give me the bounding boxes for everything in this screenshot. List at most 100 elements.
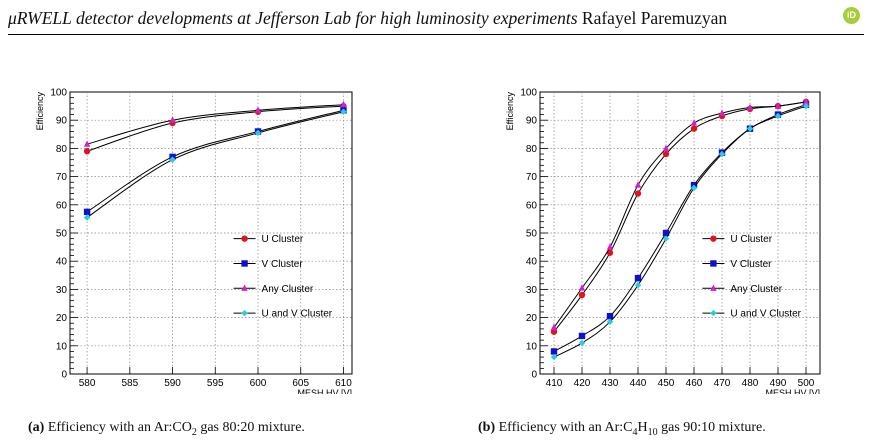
legend-label: V Cluster xyxy=(262,259,304,270)
y-tick-label: 100 xyxy=(50,88,67,99)
data-point xyxy=(718,150,726,158)
data-point xyxy=(606,243,614,250)
data-point xyxy=(774,102,782,109)
y-tick-label: 20 xyxy=(56,313,68,324)
data-point xyxy=(634,281,642,289)
data-point xyxy=(340,100,347,108)
x-tick-label: 600 xyxy=(250,378,267,389)
running-header: μRWELL detector developments at Jefferso… xyxy=(8,2,864,38)
legend-marker xyxy=(710,284,717,291)
y-tick-label: 20 xyxy=(526,313,538,324)
data-point xyxy=(606,318,614,326)
x-tick-label: 490 xyxy=(770,378,787,389)
y-tick-label: 70 xyxy=(526,172,538,183)
data-point xyxy=(578,339,586,347)
figure-b: 0 10 20 30 40 50 60 70 80 90 100 410 420 430 440 450 460… xyxy=(480,82,835,398)
data-point xyxy=(662,144,670,151)
x-tick-label: 450 xyxy=(658,378,675,389)
data-point xyxy=(83,140,91,147)
y-tick-label: 0 xyxy=(531,370,537,381)
y-tick-label: 90 xyxy=(526,116,538,127)
header-title: μRWELL detector developments at Jefferso… xyxy=(8,8,578,28)
x-tick-label: 585 xyxy=(121,378,138,389)
data-point xyxy=(746,125,754,132)
data-point xyxy=(606,312,614,320)
caption-b-sub1: 4 xyxy=(632,426,638,438)
x-tick-label: 595 xyxy=(207,378,224,389)
y-tick-label: 90 xyxy=(56,116,68,127)
legend-marker xyxy=(241,260,248,267)
data-point xyxy=(550,348,558,355)
efficiency-chart-b: 0 10 20 30 40 50 60 70 80 90 100 410 420 430 440 450 460… xyxy=(505,88,821,398)
data-point xyxy=(83,148,91,155)
x-tick-label: 605 xyxy=(292,378,309,389)
y-tick-label: 10 xyxy=(56,341,68,352)
caption-a-label: (a) xyxy=(28,420,45,435)
caption-a-text: Efficiency with an Ar:CO xyxy=(47,420,192,435)
x-tick-label: 470 xyxy=(714,378,731,389)
caption-b-post: gas 90:10 mixture. xyxy=(657,420,766,435)
series-line xyxy=(86,111,344,218)
x-tick-label: 500 xyxy=(798,378,815,389)
data-point xyxy=(550,353,558,361)
y-tick-label: 10 xyxy=(526,341,538,352)
x-tick-label: 440 xyxy=(630,378,647,389)
y-tick-label: 50 xyxy=(56,229,68,240)
y-tick-label: 40 xyxy=(526,257,538,268)
y-tick-label: 80 xyxy=(526,144,538,155)
x-axis-title: MESH HV [V] xyxy=(765,388,820,394)
data-point xyxy=(169,156,176,163)
data-point xyxy=(662,235,670,242)
caption-b-label: (b) xyxy=(478,420,496,435)
series-line xyxy=(553,104,807,352)
data-point xyxy=(718,109,726,116)
data-point xyxy=(690,184,698,192)
data-point xyxy=(634,190,642,197)
legend-label: U Cluster xyxy=(730,234,772,245)
data-point xyxy=(690,125,698,132)
legend-label: U Cluster xyxy=(262,234,304,245)
data-point xyxy=(634,181,642,188)
series-line xyxy=(86,104,344,145)
figure-a: 0 10 20 30 40 50 60 70 80 90 100 580 585 590 595 600 605… xyxy=(30,82,365,398)
data-point xyxy=(746,103,754,111)
legend-label: Any Cluster xyxy=(730,284,782,295)
x-tick-label: 580 xyxy=(79,378,96,389)
series-line xyxy=(553,101,807,333)
y-tick-label: 40 xyxy=(56,257,68,268)
x-tick-label: 610 xyxy=(335,378,352,389)
data-point xyxy=(662,150,670,158)
legend-marker xyxy=(241,284,248,291)
y-tick-label: 30 xyxy=(56,285,68,296)
caption-a: (a) Efficiency with an Ar:CO2 gas 80:20 … xyxy=(28,420,305,438)
x-tick-label: 410 xyxy=(546,378,563,389)
y-tick-label: 70 xyxy=(56,172,68,183)
legend-marker xyxy=(710,309,717,317)
legend-marker xyxy=(710,235,717,242)
y-tick-label: 50 xyxy=(526,229,538,240)
y-axis-title: Efficiency xyxy=(35,92,45,131)
data-point xyxy=(550,328,558,335)
y-tick-label: 100 xyxy=(520,88,537,99)
legend-marker xyxy=(241,309,248,317)
legend-label: U and V Cluster xyxy=(262,309,333,320)
caption-b-text: Efficiency with an Ar:C xyxy=(498,420,633,435)
data-point xyxy=(578,291,586,299)
series-line xyxy=(553,105,807,358)
data-point xyxy=(802,102,810,110)
x-axis-title: MESH HV [V] xyxy=(297,388,352,394)
data-point xyxy=(254,129,262,137)
series-line xyxy=(86,105,344,152)
orcid-icon[interactable]: iD xyxy=(843,7,860,24)
data-point xyxy=(802,98,810,105)
x-tick-label: 480 xyxy=(742,378,759,389)
data-point xyxy=(606,249,614,256)
y-tick-label: 0 xyxy=(61,370,67,381)
series-line xyxy=(553,101,807,328)
data-point xyxy=(254,106,262,113)
data-point xyxy=(634,274,642,282)
legend-marker xyxy=(241,235,248,242)
x-tick-label: 460 xyxy=(686,378,703,389)
x-tick-label: 430 xyxy=(602,378,619,389)
caption-b-sub2: 10 xyxy=(647,426,658,438)
